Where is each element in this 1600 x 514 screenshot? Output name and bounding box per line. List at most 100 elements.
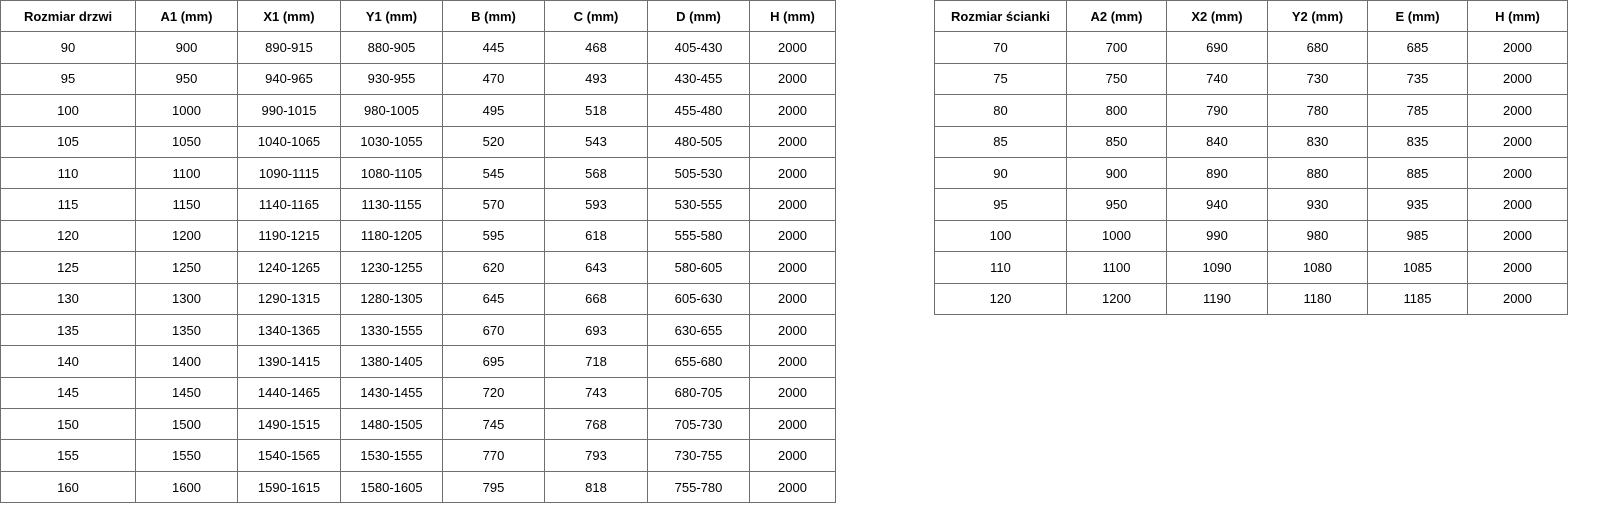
table-cell: 2000 bbox=[1467, 156, 1568, 190]
table-cell: 1200 bbox=[1066, 282, 1167, 315]
table-cell: 793 bbox=[544, 439, 648, 472]
table-cell: 790 bbox=[1166, 94, 1268, 127]
column-header: D (mm) bbox=[647, 0, 750, 33]
table-cell: 2000 bbox=[749, 251, 836, 284]
table-cell: 95 bbox=[0, 62, 136, 96]
table-cell: 1000 bbox=[1066, 219, 1167, 253]
table-cell: 980 bbox=[1267, 219, 1368, 253]
table-cell: 2000 bbox=[1467, 282, 1568, 315]
table-cell: 2000 bbox=[749, 439, 836, 472]
table-cell: 1600 bbox=[135, 470, 238, 504]
table-cell: 530-555 bbox=[647, 188, 750, 221]
table-cell: 2000 bbox=[1467, 94, 1568, 127]
table-cell: 493 bbox=[544, 62, 648, 96]
table-cell: 768 bbox=[544, 408, 648, 441]
table-cell: 1390-1415 bbox=[237, 345, 341, 378]
table-cell: 1130-1155 bbox=[340, 188, 443, 221]
table-cell: 743 bbox=[544, 376, 648, 410]
door-size-table: Rozmiar drzwi A1 (mm) X1 (mm) Y1 (mm) B (mm)… bbox=[0, 0, 836, 504]
table-cell: 2000 bbox=[749, 188, 836, 221]
table-cell: 645 bbox=[442, 282, 545, 315]
table-cell: 880-905 bbox=[340, 31, 443, 64]
table-cell: 685 bbox=[1367, 31, 1468, 64]
table-cell: 90 bbox=[0, 31, 136, 64]
table-cell: 1090 bbox=[1166, 251, 1268, 284]
table-row: 145 1450 1440-1465 1430-1455 720 743 680-705 20… bbox=[0, 376, 836, 410]
table-row: 100 1000 990 980 985 2000 bbox=[934, 219, 1568, 253]
table-cell: 1300 bbox=[135, 282, 238, 315]
table-cell: 445 bbox=[442, 31, 545, 64]
table-cell: 1100 bbox=[135, 156, 238, 190]
table-cell: 740 bbox=[1166, 62, 1268, 96]
table-cell: 105 bbox=[0, 125, 136, 158]
table-cell: 630-655 bbox=[647, 313, 750, 347]
table-cell: 1180-1205 bbox=[340, 219, 443, 253]
table-cell: 605-630 bbox=[647, 282, 750, 315]
table-cell: 1330-1555 bbox=[340, 313, 443, 347]
table-row: 130 1300 1290-1315 1280-1305 645 668 605-630 20… bbox=[0, 282, 836, 315]
table-cell: 2000 bbox=[1467, 251, 1568, 284]
table-cell: 100 bbox=[0, 94, 136, 127]
table-row: 140 1400 1390-1415 1380-1405 695 718 655-680 20… bbox=[0, 345, 836, 378]
table-cell: 135 bbox=[0, 313, 136, 347]
table-cell: 1185 bbox=[1367, 282, 1468, 315]
table-cell: 110 bbox=[934, 251, 1067, 284]
table-cell: 795 bbox=[442, 470, 545, 504]
table-cell: 155 bbox=[0, 439, 136, 472]
table-cell: 850 bbox=[1066, 125, 1167, 158]
table-cell: 543 bbox=[544, 125, 648, 158]
table-cell: 930-955 bbox=[340, 62, 443, 96]
table-cell: 570 bbox=[442, 188, 545, 221]
table-cell: 935 bbox=[1367, 188, 1468, 221]
table-cell: 100 bbox=[934, 219, 1067, 253]
table-cell: 1430-1455 bbox=[340, 376, 443, 410]
table-cell: 990-1015 bbox=[237, 94, 341, 127]
table-cell: 690 bbox=[1166, 31, 1268, 64]
table-cell: 1280-1305 bbox=[340, 282, 443, 315]
table-cell: 930 bbox=[1267, 188, 1368, 221]
table-cell: 980-1005 bbox=[340, 94, 443, 127]
table-cell: 890 bbox=[1166, 156, 1268, 190]
table-row: 80 800 790 780 785 2000 bbox=[934, 94, 1568, 127]
table-cell: 2000 bbox=[1467, 188, 1568, 221]
table-cell: 2000 bbox=[749, 313, 836, 347]
table-cell: 455-480 bbox=[647, 94, 750, 127]
table-cell: 2000 bbox=[749, 282, 836, 315]
table-cell: 618 bbox=[544, 219, 648, 253]
table-row: 75 750 740 730 735 2000 bbox=[934, 62, 1568, 96]
table-cell: 700 bbox=[1066, 31, 1167, 64]
table-cell: 1400 bbox=[135, 345, 238, 378]
table-cell: 830 bbox=[1267, 125, 1368, 158]
table-cell: 1550 bbox=[135, 439, 238, 472]
table-cell: 2000 bbox=[749, 376, 836, 410]
table-cell: 950 bbox=[1066, 188, 1167, 221]
table-cell: 990 bbox=[1166, 219, 1268, 253]
table-cell: 735 bbox=[1367, 62, 1468, 96]
table-cell: 2000 bbox=[749, 62, 836, 96]
table-row: 110 1100 1090-1115 1080-1105 545 568 505-530 20… bbox=[0, 156, 836, 190]
column-header: X1 (mm) bbox=[237, 0, 341, 33]
table-row: 160 1600 1590-1615 1580-1605 795 818 755-780 20… bbox=[0, 470, 836, 504]
table-row: 90 900 890 880 885 2000 bbox=[934, 156, 1568, 190]
table-cell: 1080 bbox=[1267, 251, 1368, 284]
table-cell: 1580-1605 bbox=[340, 470, 443, 504]
table-cell: 940 bbox=[1166, 188, 1268, 221]
table-cell: 1590-1615 bbox=[237, 470, 341, 504]
table-row: 85 850 840 830 835 2000 bbox=[934, 125, 1568, 158]
column-header: Y2 (mm) bbox=[1267, 0, 1368, 33]
table-cell: 1240-1265 bbox=[237, 251, 341, 284]
table-cell: 2000 bbox=[1467, 125, 1568, 158]
table-cell: 1350 bbox=[135, 313, 238, 347]
column-header: E (mm) bbox=[1367, 0, 1468, 33]
table-cell: 480-505 bbox=[647, 125, 750, 158]
table-row: 100 1000 990-1015 980-1005 495 518 455-480 2000 bbox=[0, 94, 836, 127]
table-cell: 1040-1065 bbox=[237, 125, 341, 158]
table-cell: 115 bbox=[0, 188, 136, 221]
table-cell: 900 bbox=[1066, 156, 1167, 190]
table-row: 90 900 890-915 880-905 445 468 405-430 2000 bbox=[0, 31, 836, 64]
table-cell: 1190-1215 bbox=[237, 219, 341, 253]
column-header: C (mm) bbox=[544, 0, 648, 33]
table-cell: 495 bbox=[442, 94, 545, 127]
table-cell: 718 bbox=[544, 345, 648, 378]
table-cell: 505-530 bbox=[647, 156, 750, 190]
